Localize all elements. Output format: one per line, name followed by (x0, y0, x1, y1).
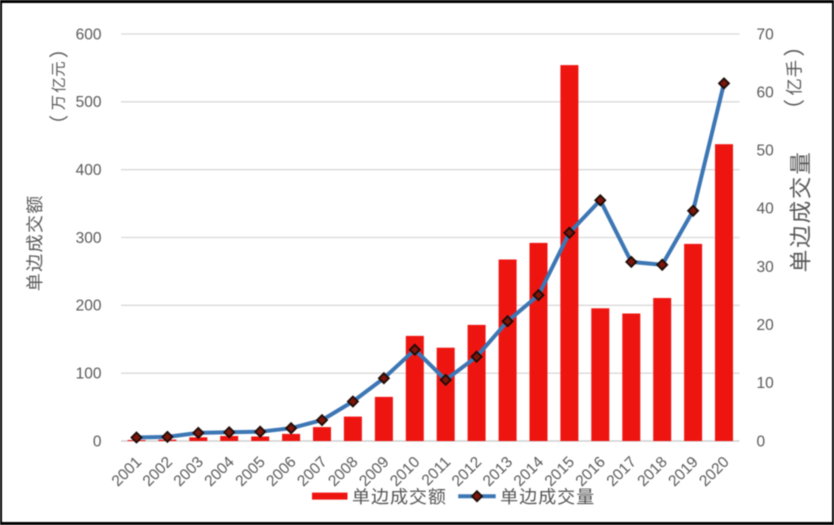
svg-text:100: 100 (76, 366, 102, 383)
svg-text:40: 40 (757, 201, 775, 218)
svg-text:60: 60 (757, 84, 775, 101)
svg-text:200: 200 (76, 298, 102, 315)
svg-text:600: 600 (76, 26, 102, 43)
svg-text:300: 300 (76, 230, 102, 247)
svg-text:10: 10 (757, 375, 775, 392)
svg-text:50: 50 (757, 143, 775, 160)
svg-text:30: 30 (757, 259, 775, 276)
svg-text:20: 20 (757, 317, 775, 334)
svg-text:0: 0 (757, 433, 766, 450)
svg-text:0: 0 (93, 433, 102, 450)
svg-text:400: 400 (76, 162, 102, 179)
svg-text:500: 500 (76, 94, 102, 111)
svg-text:70: 70 (757, 26, 775, 43)
